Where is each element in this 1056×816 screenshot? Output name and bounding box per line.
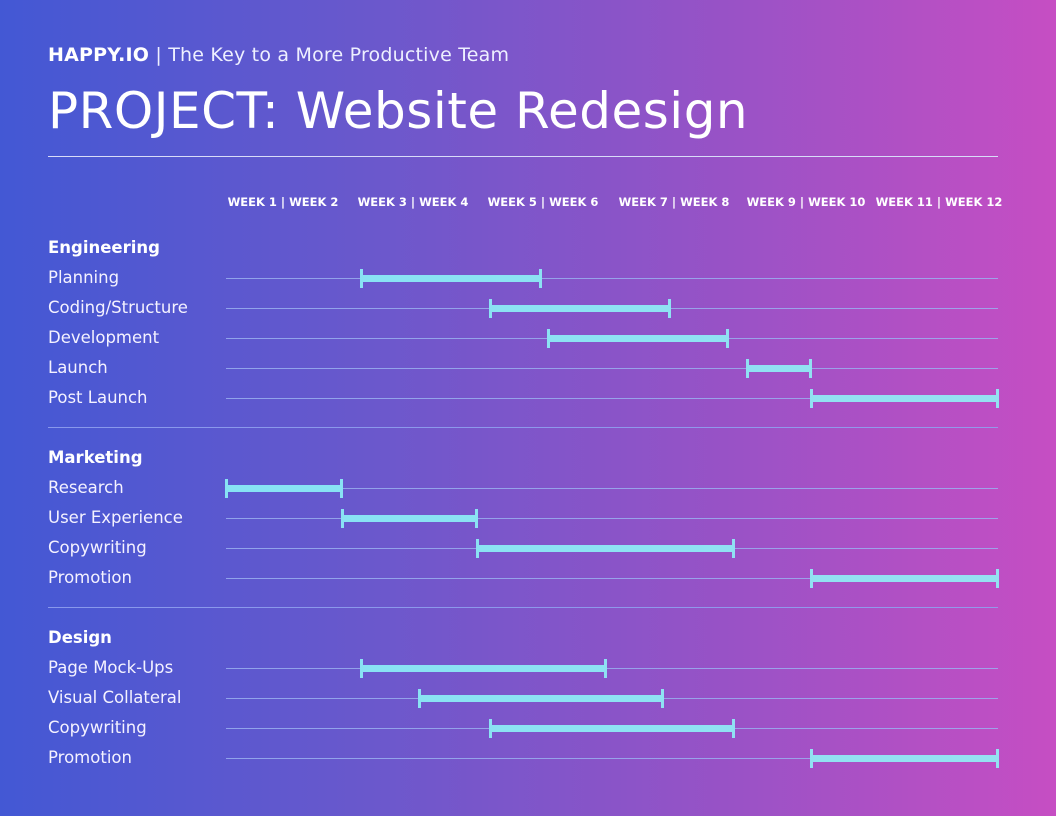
- bar-end-cap: [603, 659, 607, 678]
- bar-start-cap: [810, 569, 814, 588]
- task-bar[interactable]: [746, 359, 813, 378]
- title-divider: [48, 156, 998, 157]
- week-label: WEEK 11 | WEEK 12: [875, 195, 1003, 209]
- task-track: [226, 299, 998, 318]
- task-label: Visual Collateral: [48, 688, 182, 707]
- section-title-engineering: Engineering: [48, 238, 160, 257]
- bar-start-cap: [360, 269, 364, 288]
- bar-start-cap: [475, 539, 479, 558]
- task-label: Launch: [48, 358, 108, 377]
- task-bar[interactable]: [225, 479, 343, 498]
- bar-start-cap: [418, 689, 421, 708]
- week-label: WEEK 7 | WEEK 8: [618, 195, 730, 209]
- week-label: WEEK 5 | WEEK 6: [487, 195, 599, 209]
- task-label: Post Launch: [48, 388, 148, 407]
- bar-start-cap: [810, 389, 814, 408]
- bar-end-cap: [995, 389, 999, 408]
- section-divider: [48, 607, 998, 608]
- bar-end-cap: [661, 689, 665, 708]
- section-title-design: Design: [48, 628, 112, 647]
- task-track: [226, 509, 998, 528]
- task-label: Copywriting: [48, 538, 147, 557]
- task-label: Research: [48, 478, 124, 497]
- bar-start-cap: [746, 359, 750, 378]
- task-track: [226, 269, 998, 288]
- task-track: [226, 539, 998, 558]
- bar-end-cap: [732, 719, 736, 738]
- page-title: PROJECT: Website Redesign: [48, 82, 749, 140]
- task-track: [226, 689, 998, 708]
- task-track: [225, 479, 998, 498]
- task-bar[interactable]: [475, 539, 736, 558]
- task-label: Copywriting: [48, 718, 147, 737]
- section-title-marketing: Marketing: [48, 448, 143, 467]
- task-track: [226, 719, 998, 738]
- task-bar[interactable]: [360, 269, 543, 288]
- bar-start-cap: [810, 749, 814, 768]
- brand-separator: |: [155, 44, 162, 66]
- task-track: [226, 329, 998, 348]
- task-track: [226, 749, 999, 768]
- bar-end-cap: [539, 269, 543, 288]
- week-label: WEEK 1 | WEEK 2: [227, 195, 339, 209]
- task-label: Planning: [48, 268, 120, 287]
- bar-end-cap: [725, 329, 729, 348]
- task-track: [226, 359, 998, 378]
- bar-start-cap: [546, 329, 550, 348]
- task-bar[interactable]: [340, 509, 478, 528]
- bar-start-cap: [488, 299, 492, 318]
- task-label: User Experience: [48, 508, 183, 527]
- task-bar[interactable]: [546, 329, 729, 348]
- task-label: Promotion: [48, 748, 132, 767]
- task-label: Development: [48, 328, 160, 347]
- bar-end-cap: [732, 539, 736, 558]
- task-bar[interactable]: [810, 749, 999, 768]
- bar-end-cap: [809, 359, 813, 378]
- task-label: Page Mock-Ups: [48, 658, 174, 677]
- week-label: WEEK 3 | WEEK 4: [357, 195, 469, 209]
- brand-name: HAPPY.IO: [48, 44, 150, 66]
- bar-start-cap: [225, 479, 228, 498]
- bar-end-cap: [995, 749, 999, 768]
- bar-end-cap: [995, 569, 999, 588]
- bar-end-cap: [474, 509, 478, 528]
- task-bar[interactable]: [418, 689, 665, 708]
- task-label: Coding/Structure: [48, 298, 188, 317]
- task-bar[interactable]: [488, 719, 736, 738]
- section-divider: [48, 427, 998, 428]
- bar-start-cap: [340, 509, 344, 528]
- task-label: Promotion: [48, 568, 132, 587]
- bar-end-cap: [339, 479, 343, 498]
- week-axis: WEEK 1 | WEEK 2 WEEK 3 | WEEK 4 WEEK 5 |…: [226, 195, 1003, 211]
- task-bar[interactable]: [810, 569, 999, 588]
- bar-start-cap: [360, 659, 364, 678]
- task-track: [226, 659, 998, 678]
- tagline: The Key to a More Productive Team: [168, 44, 510, 66]
- task-bar[interactable]: [488, 299, 671, 318]
- bar-end-cap: [667, 299, 671, 318]
- task-bar[interactable]: [810, 389, 999, 408]
- task-track: [226, 569, 999, 588]
- task-bar[interactable]: [360, 659, 607, 678]
- header: HAPPY.IO | The Key to a More Productive …: [48, 44, 509, 66]
- task-track: [226, 389, 999, 408]
- week-label: WEEK 9 | WEEK 10: [746, 195, 866, 209]
- brand-line: HAPPY.IO | The Key to a More Productive …: [48, 44, 509, 66]
- bar-start-cap: [488, 719, 492, 738]
